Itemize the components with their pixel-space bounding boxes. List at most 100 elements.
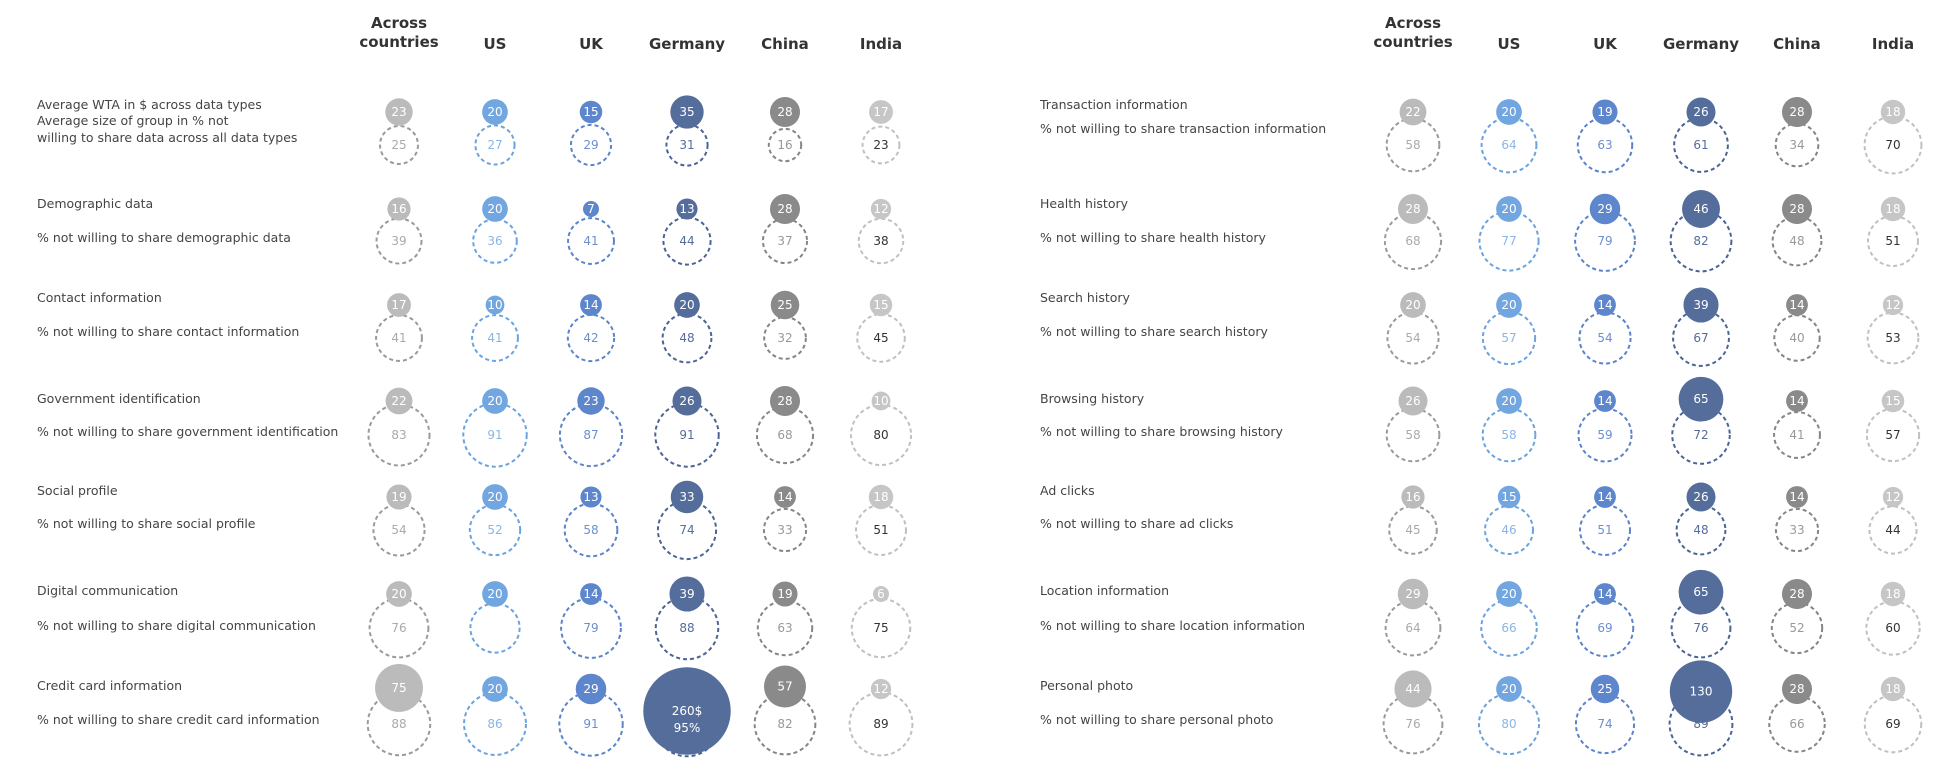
wta-value-uk: 15 — [583, 105, 598, 119]
pct-ring-uk — [1575, 598, 1635, 658]
column-header-uk: UK — [579, 35, 604, 53]
wta-bubble-uk — [1589, 193, 1621, 225]
data-row: Demographic data % not willing to share d… — [37, 193, 905, 266]
pct-ring-india — [1865, 600, 1921, 656]
pct-value-china: 33 — [777, 523, 792, 537]
wta-bubble-across — [387, 197, 411, 221]
wta-bubble-us — [482, 676, 508, 702]
pct-value-germany: 31 — [679, 138, 694, 152]
wta-value-germany: 26 — [679, 394, 694, 408]
wta-bubble-china — [769, 193, 801, 225]
wta-bubble-across — [1397, 193, 1429, 225]
wta-value-across: 17 — [391, 298, 406, 312]
wta-value-germany: 130 — [1690, 685, 1713, 699]
wta-value-india: 12 — [1885, 298, 1900, 312]
wta-bubble-across — [386, 581, 412, 607]
pct-ring-germany — [1670, 597, 1732, 659]
pct-value-china: 68 — [777, 428, 792, 442]
wta-bubble-uk — [580, 583, 602, 605]
pct-value-china: 52 — [1789, 621, 1804, 635]
pct-value-uk: 79 — [1597, 234, 1612, 248]
pct-value-germany: 74 — [679, 523, 694, 537]
wta-value-us: 20 — [1501, 682, 1516, 696]
wta-bubble-us — [482, 388, 508, 414]
wta-value-uk: 14 — [583, 587, 598, 601]
row-label: Browsing history — [1040, 391, 1145, 406]
wta-value-us: 20 — [1501, 587, 1516, 601]
wta-bubble-china — [774, 486, 796, 508]
row-sublabel: % not willing to share personal photo — [1040, 712, 1273, 727]
wta-bubble-us — [1496, 388, 1522, 414]
wta-value-across: 20 — [391, 587, 406, 601]
column-header-china: China — [761, 35, 809, 53]
wta-bubble-india — [870, 198, 892, 220]
wta-value-india: 18 — [873, 490, 888, 504]
wta-value-across: 75 — [391, 681, 406, 695]
pct-ring-across — [1385, 407, 1441, 463]
row-label: Digital communication — [37, 583, 178, 598]
wta-value-china: 14 — [1789, 298, 1804, 312]
pct-ring-uk — [563, 502, 619, 558]
pct-ring-china — [1770, 601, 1824, 655]
column-header-india: India — [1872, 35, 1914, 53]
wta-value-india: 18 — [1885, 202, 1900, 216]
wta-value-china: 28 — [777, 202, 792, 216]
wta-bubble-across — [385, 387, 413, 415]
pct-value-india: 51 — [873, 523, 888, 537]
pct-value-us: 91 — [487, 428, 502, 442]
pct-value-across: 68 — [1405, 234, 1420, 248]
wta-bubble-uk — [1594, 390, 1616, 412]
wta-bubble-uk — [579, 100, 603, 124]
pct-value-us: 58 — [1501, 428, 1516, 442]
wta-value-india: 12 — [873, 682, 888, 696]
wta-value-us: 15 — [1501, 490, 1516, 504]
wta-bubble-india — [1880, 99, 1906, 125]
pct-value-germany: 89 — [1693, 717, 1708, 731]
data-row: Social profile % not willing to share soc… — [37, 480, 907, 561]
row-sublabel: % not willing to share search history — [1040, 324, 1268, 339]
wta-bubble-china — [1781, 578, 1813, 610]
wta-bubble-india — [1881, 389, 1905, 413]
column-header-us: US — [1498, 35, 1521, 53]
wta-bubble-us — [1496, 196, 1522, 222]
pct-value-india: 69 — [1885, 717, 1900, 731]
wta-bubble-across — [1394, 670, 1432, 708]
wta-bubble-us — [1496, 676, 1522, 702]
pct-ring-china — [1768, 695, 1826, 753]
wta-value-india: 10 — [873, 394, 888, 408]
pct-ring-india — [857, 217, 905, 265]
pct-value-india: 51 — [1885, 234, 1900, 248]
wta-value-uk: 29 — [583, 682, 598, 696]
pct-value-china: 63 — [777, 621, 792, 635]
pct-value-germany: 72 — [1693, 428, 1708, 442]
pct-value-us: 36 — [487, 234, 502, 248]
wta-bubble-us — [482, 484, 508, 510]
wta-bubble-india — [1880, 196, 1906, 222]
pct-ring-across — [1385, 117, 1441, 173]
wta-bubble-uk — [1590, 674, 1620, 704]
wta-bubble-china — [772, 581, 798, 607]
pct-ring-china — [762, 507, 808, 553]
panel-2: Across countries US UK Germany China India Tran… — [1039, 14, 1923, 757]
pct-ring-us — [1481, 407, 1537, 463]
row-sublabel: % not willing to share demographic data — [37, 230, 291, 245]
pct-value-china: 34 — [1789, 138, 1804, 152]
wta-value-germany: 35 — [679, 105, 694, 119]
wta-value-us: 20 — [1501, 298, 1516, 312]
wta-bubble-across — [386, 484, 412, 510]
wta-bubble-across — [1399, 98, 1427, 126]
wta-bubble-india — [1880, 581, 1906, 607]
wta-value-china: 28 — [1789, 682, 1804, 696]
wta-value-across: 29 — [1405, 587, 1420, 601]
pct-ring-across — [379, 125, 419, 165]
wta-value-uk: 7 — [587, 202, 595, 216]
pct-value-china: 41 — [1789, 428, 1804, 442]
pct-value-across: 58 — [1405, 428, 1420, 442]
wta-bubble-germany — [1683, 287, 1719, 323]
pct-value-uk: 42 — [583, 331, 598, 345]
wta-bubble-germany — [670, 480, 704, 514]
wta-value-china: 28 — [1789, 587, 1804, 601]
wta-value-us: 20 — [487, 490, 502, 504]
wta-value-us: 10 — [487, 298, 502, 312]
wta-value-germany: 13 — [679, 202, 694, 216]
